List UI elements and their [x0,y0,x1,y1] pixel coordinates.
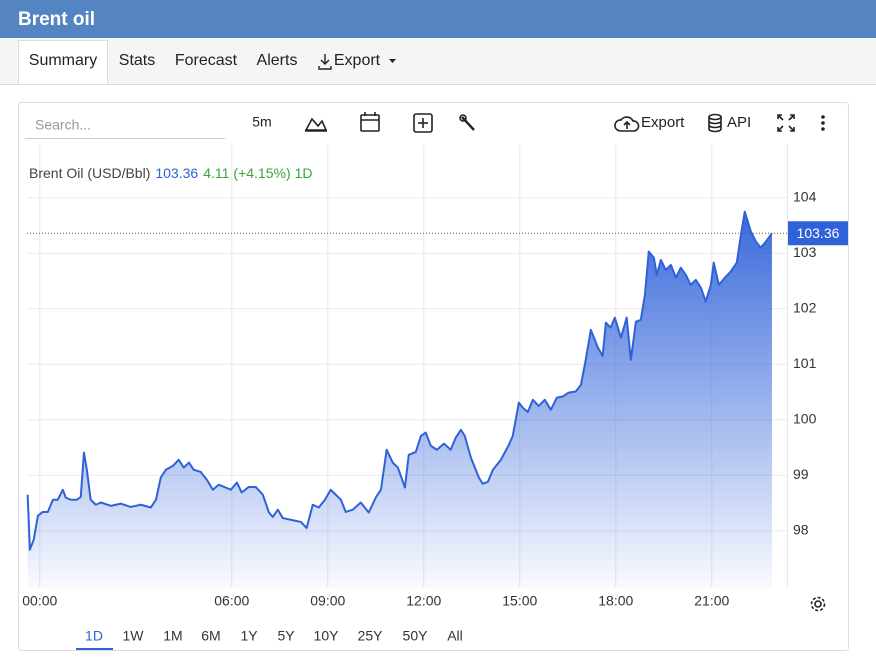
header-bar [0,0,876,38]
range-button[interactable]: 1W [123,628,145,644]
range-button[interactable]: 6M [201,628,220,644]
y-tick-label: 99 [793,466,809,482]
chart-legend: Brent Oil (USD/Bbl) 103.36 4.11 (+4.15%) 1D [29,165,313,181]
page-title: Brent oil [18,9,95,30]
calendar-icon[interactable] [360,112,380,132]
area-fill [27,211,772,588]
y-tick-label: 98 [793,522,809,538]
tab[interactable]: Stats [119,52,155,69]
legend-change: 4.11 [203,165,229,181]
x-tick-label: 06:00 [214,593,249,609]
range-button[interactable]: 50Y [403,628,429,644]
export-cloud-icon[interactable] [614,116,640,132]
settings-wrench-icon[interactable] [459,114,475,131]
legend-name: Brent Oil (USD/Bbl) [29,165,150,181]
y-tick-label: 102 [793,299,817,315]
export-download-icon[interactable] [318,54,332,70]
x-tick-label: 18:00 [598,593,633,609]
indicator-icon[interactable] [413,113,433,133]
search-input[interactable]: Search... [35,117,91,133]
fullscreen-icon[interactable] [777,114,795,132]
y-tick-label: 100 [793,410,817,426]
export-caret[interactable] [389,59,396,63]
range-button[interactable]: All [447,628,463,644]
tab[interactable]: Forecast [175,52,238,69]
chart-type-icon[interactable] [304,116,328,132]
x-tick-label: 09:00 [310,593,345,609]
range-button[interactable]: 1D [85,628,103,644]
last-price-label: 103.36 [797,225,840,241]
range-button[interactable]: 5Y [277,628,295,644]
chart-settings-gear[interactable] [810,596,826,612]
last-price-box [788,221,848,246]
interval-button[interactable]: 5m [252,114,271,130]
export-button[interactable]: Export [641,114,685,131]
x-tick-label: 00:00 [22,593,57,609]
tab-bar [0,38,876,85]
tab[interactable]: Summary [29,52,97,69]
legend-period: 1D [295,165,313,181]
legend-change-pct: (+4.15%) [233,165,290,181]
api-button[interactable]: API [727,114,751,131]
tab[interactable]: Export [334,52,381,69]
range-button[interactable]: 10Y [314,628,340,644]
range-button[interactable]: 1M [163,628,182,644]
api-icon[interactable] [708,113,722,133]
range-button[interactable]: 1Y [240,628,258,644]
legend-price: 103.36 [155,165,198,181]
tab[interactable]: Alerts [257,52,298,69]
y-tick-label: 103 [793,244,817,260]
active-tab [18,40,108,85]
y-tick-label: 104 [793,188,817,204]
y-tick-label: 101 [793,355,817,371]
x-tick-label: 15:00 [502,593,537,609]
range-button[interactable]: 25Y [358,628,384,644]
price-line [26,210,773,551]
x-tick-label: 12:00 [406,593,441,609]
x-tick-label: 21:00 [694,593,729,609]
more-menu-icon[interactable] [821,115,825,131]
